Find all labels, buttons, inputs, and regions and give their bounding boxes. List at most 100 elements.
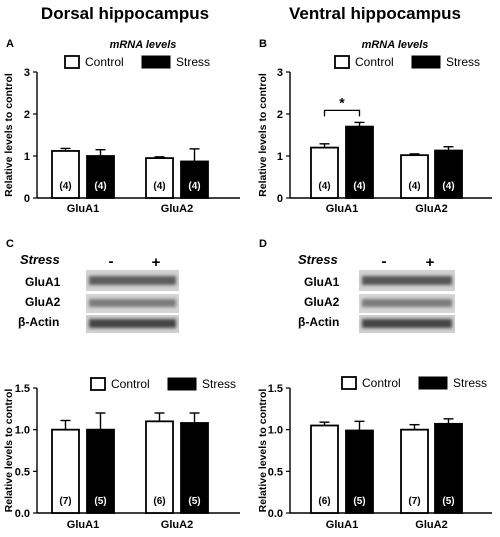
sample-size-label: (5) (442, 496, 454, 507)
legend-swatch-stress (418, 376, 448, 390)
bar-stress (180, 422, 209, 514)
sample-size-label: (5) (94, 496, 106, 507)
blot-row-glua2: GluA2 (304, 295, 340, 309)
legend-label-stress: Stress (202, 377, 236, 391)
y-tick-label: 1 (24, 151, 30, 163)
blot-band-glua1 (89, 276, 176, 285)
bar-control (145, 420, 174, 514)
blot-row-actin: β-Actin (298, 315, 339, 329)
sample-size-label: (4) (408, 181, 420, 192)
sample-size-label: (6) (318, 496, 330, 507)
panel-letter-d: D (259, 238, 267, 250)
header-dorsal: Dorsal hippocampus (41, 4, 209, 23)
x-tick-label: GluA1 (326, 203, 358, 215)
legend-label-control: Control (355, 55, 394, 69)
bar-stress (434, 422, 463, 514)
western-blot-d: Stress - + GluA1 GluA2 β-Actin (298, 252, 455, 333)
legend-label-control: Control (362, 376, 401, 390)
bar-control (310, 424, 339, 514)
x-tick-label: GluA2 (161, 519, 193, 531)
sample-size-label: (4) (353, 181, 365, 192)
sample-size-label: (4) (318, 181, 330, 192)
legend-label-control: Control (85, 55, 124, 69)
y-tick-label: 3 (277, 67, 283, 79)
x-tick-label: GluA2 (415, 519, 447, 531)
chart-panel-a: mRNA levels 0 1 2 3 Relative levels to contro… (3, 39, 240, 215)
panel-letter-c: C (6, 238, 14, 250)
blot-band-actin (89, 319, 176, 328)
blot-row-glua1: GluA1 (304, 275, 340, 289)
y-tick-label: 0 (277, 193, 283, 205)
blot-plus-label: + (426, 254, 435, 271)
x-tick-label: GluA1 (67, 203, 99, 215)
sample-size-label: (5) (188, 496, 200, 507)
legend-swatch-stress (141, 55, 171, 69)
legend-swatch-control (341, 376, 357, 390)
blot-row-actin: β-Actin (18, 315, 59, 329)
blot-band-glua2 (89, 299, 176, 307)
sample-size-label: (4) (153, 181, 165, 192)
legend-label-stress: Stress (453, 376, 487, 390)
y-tick-label: 1.0 (268, 425, 283, 437)
significance-star: * (339, 94, 345, 110)
western-blot-c: Stress - + GluA1 GluA2 β-Actin (18, 252, 179, 333)
y-tick-label: 0.5 (268, 466, 283, 478)
legend-swatch-control (64, 55, 80, 69)
legend-swatch-stress (411, 55, 441, 69)
bar-control (51, 150, 80, 199)
sample-size-label: (4) (59, 181, 71, 192)
y-tick-label: 2 (277, 109, 283, 121)
bar-stress (180, 160, 209, 199)
chart-panel-b: mRNA levels 0 1 2 3 Relative levels to contro… (257, 39, 492, 215)
bar-control (145, 157, 174, 199)
legend-swatch-stress (167, 377, 197, 391)
x-tick-label: GluA1 (67, 519, 99, 531)
blot-band-actin (362, 319, 452, 328)
y-tick-label: 2 (24, 109, 30, 121)
y-tick-label: 3 (24, 67, 30, 79)
bar-stress (86, 155, 115, 199)
blot-stress-label: Stress (20, 252, 60, 267)
bar-stress (345, 429, 374, 514)
sample-size-label: (4) (94, 181, 106, 192)
bar-control (400, 154, 429, 199)
bar-control (310, 146, 339, 199)
legend-swatch-control (90, 377, 106, 391)
sample-size-label: (4) (442, 181, 454, 192)
y-tick-label: 1.5 (15, 383, 30, 395)
sample-size-label: (5) (353, 496, 365, 507)
significance-bracket (323, 109, 361, 117)
y-tick-label: 1.5 (268, 383, 283, 395)
legend-swatch-control (334, 55, 350, 69)
sample-size-label: (4) (188, 181, 200, 192)
x-tick-label: GluA2 (161, 203, 193, 215)
chart-title: mRNA levels (362, 39, 429, 51)
blot-band-glua1 (362, 276, 452, 285)
y-tick-label: 1 (277, 151, 283, 163)
y-axis-label: Relative levels to control (3, 389, 15, 513)
sample-size-label: (7) (59, 496, 71, 507)
y-axis-label: Relative levels to control (257, 389, 269, 513)
bar-stress (434, 149, 463, 199)
sample-size-label: (7) (408, 496, 420, 507)
y-tick-label: 1.0 (15, 425, 30, 437)
bar-control (51, 428, 80, 514)
x-tick-label: GluA2 (415, 203, 447, 215)
legend-label-stress: Stress (176, 55, 210, 69)
bar-control (400, 428, 429, 514)
blot-row-glua2: GluA2 (25, 295, 61, 309)
y-tick-label: 0.0 (268, 508, 283, 520)
blot-minus-label: - (109, 253, 114, 270)
y-axis-label: Relative levels to control (3, 73, 15, 197)
header-ventral: Ventral hippocampus (289, 4, 461, 23)
bar-stress (345, 125, 374, 199)
sample-size-label: (6) (153, 496, 165, 507)
panel-letter-a: A (6, 38, 14, 50)
y-tick-label: 0.5 (15, 466, 30, 478)
blot-row-glua1: GluA1 (25, 275, 61, 289)
blot-band-glua2 (362, 299, 452, 307)
bar-stress (86, 428, 115, 514)
